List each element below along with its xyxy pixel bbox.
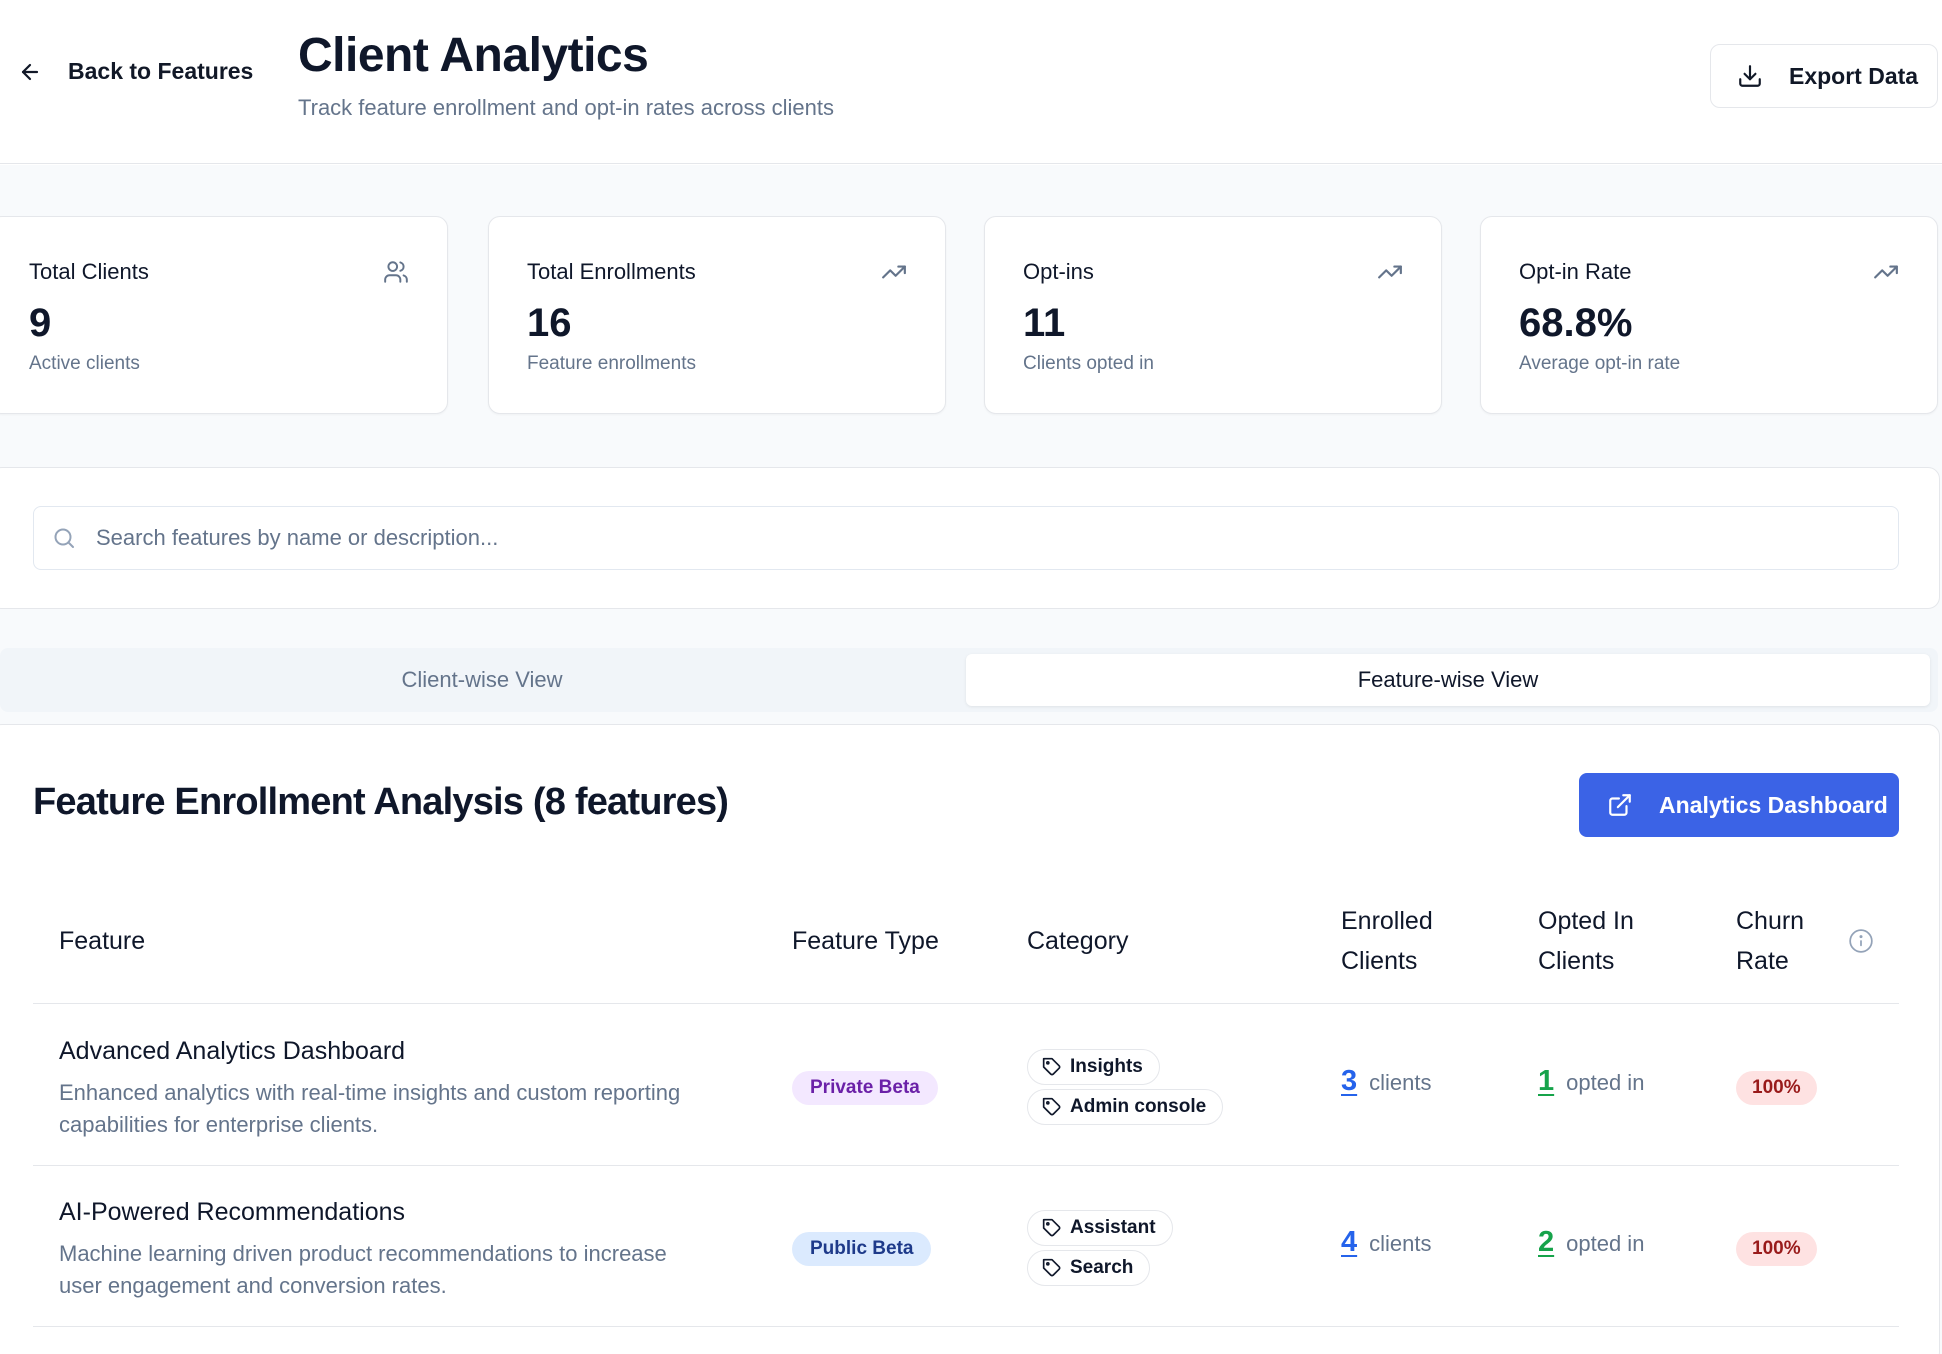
- view-tabs: Client-wise View Feature-wise View: [0, 648, 1938, 712]
- external-link-icon: [1609, 794, 1631, 816]
- churn-rate-badge: 100%: [1736, 1071, 1817, 1105]
- feature-description-line1: Enhanced analytics with real-time insigh…: [59, 1080, 681, 1105]
- header-enrolled-line1: Enrolled: [1341, 907, 1433, 935]
- stat-description: Average opt-in rate: [1519, 353, 1681, 374]
- feature-description: Machine learning driven product recommen…: [59, 1238, 759, 1302]
- header-churn-line2: Rate: [1736, 947, 1789, 975]
- feature-description-line2: capabilities for enterprise clients.: [59, 1112, 379, 1137]
- stat-label: Opt-in Rate: [1519, 259, 1632, 284]
- feature-name: AI-Powered Recommendations: [59, 1198, 405, 1226]
- stat-value: 16: [527, 301, 572, 345]
- page-header: Back to Features Client Analytics Track …: [0, 0, 1942, 164]
- row-divider: [33, 1326, 1899, 1327]
- header-feature-type: Feature Type: [792, 927, 939, 955]
- export-data-label: Export Data: [1789, 62, 1919, 89]
- stat-value: 9: [29, 301, 52, 345]
- analytics-dashboard-label: Analytics Dashboard: [1659, 791, 1888, 818]
- header-opted-line1: Opted In: [1538, 907, 1634, 935]
- stat-description: Feature enrollments: [527, 353, 696, 374]
- analytics-dashboard-button[interactable]: Analytics Dashboard: [1579, 773, 1899, 837]
- search-box[interactable]: [33, 506, 1899, 570]
- header-churn-line1: Churn: [1736, 907, 1805, 935]
- category-tag-label: Search: [1070, 1257, 1134, 1278]
- stat-label: Total Enrollments: [527, 259, 696, 284]
- feature-type-badge: Private Beta: [792, 1071, 938, 1105]
- stat-card-opt-in-rate: Opt-in Rate 68.8% Average opt-in rate: [1480, 216, 1938, 414]
- enrolled-count-unit: clients: [1369, 1231, 1432, 1256]
- stat-label: Total Clients: [29, 259, 149, 284]
- tag-icon: [1042, 1218, 1061, 1237]
- stat-card-opt-ins: Opt-ins 11 Clients opted in: [984, 216, 1442, 414]
- back-link-label: Back to Features: [68, 58, 254, 84]
- enrolled-count-unit: clients: [1369, 1070, 1432, 1095]
- feature-name: Advanced Analytics Dashboard: [59, 1037, 406, 1065]
- tag-icon: [1042, 1097, 1061, 1116]
- stat-label: Opt-ins: [1023, 259, 1094, 284]
- header-feature: Feature: [59, 927, 146, 955]
- search-input[interactable]: [96, 525, 1796, 551]
- page-subtitle: Track feature enrollment and opt-in rate…: [298, 95, 834, 120]
- header-category: Category: [1027, 927, 1129, 955]
- trending-up-icon: [1874, 265, 1898, 279]
- feature-description-line2: user engagement and conversion rates.: [59, 1273, 447, 1298]
- section-title: Feature Enrollment Analysis (8 features): [33, 781, 729, 823]
- category-tag: Insights: [1027, 1049, 1160, 1085]
- enrolled-count: 4 clients: [1341, 1226, 1432, 1259]
- header-opted-line2: Clients: [1538, 947, 1615, 975]
- stat-card-total-clients: Total Clients 9 Active clients: [0, 216, 448, 414]
- header-opted-in-clients: Opted In Clients: [1538, 901, 1634, 981]
- info-icon[interactable]: [1848, 928, 1874, 954]
- feature-type-badge: Public Beta: [792, 1232, 932, 1266]
- churn-rate-badge: 100%: [1736, 1232, 1817, 1266]
- opted-in-count-unit: opted in: [1566, 1231, 1645, 1256]
- header-churn-rate: Churn Rate: [1736, 901, 1804, 981]
- opted-in-count: 1 opted in: [1538, 1065, 1644, 1098]
- trending-up-icon: [1378, 265, 1402, 279]
- stat-value: 68.8%: [1519, 301, 1633, 345]
- opted-in-count-link[interactable]: 1: [1538, 1065, 1555, 1097]
- page-title: Client Analytics: [298, 29, 649, 82]
- search-icon: [54, 528, 74, 548]
- feature-description: Enhanced analytics with real-time insigh…: [59, 1077, 759, 1141]
- category-tag: Search: [1027, 1250, 1151, 1286]
- header-enrolled-line2: Clients: [1341, 947, 1418, 975]
- trending-up-icon: [882, 265, 906, 279]
- arrow-left-icon: [21, 63, 39, 80]
- category-tag-label: Insights: [1070, 1056, 1143, 1077]
- stat-description: Clients opted in: [1023, 353, 1154, 374]
- category-tag-label: Admin console: [1070, 1096, 1207, 1117]
- enrolled-count-link[interactable]: 4: [1341, 1226, 1358, 1258]
- users-icon: [384, 261, 408, 283]
- opted-in-count-unit: opted in: [1566, 1070, 1645, 1095]
- tab-feature-wise-view[interactable]: Feature-wise View: [966, 654, 1930, 706]
- download-icon: [1739, 65, 1761, 87]
- tag-icon: [1042, 1057, 1061, 1076]
- header-enrolled-clients: Enrolled Clients: [1341, 901, 1433, 981]
- feature-enrollment-card: Feature Enrollment Analysis (8 features)…: [0, 724, 1940, 1354]
- category-tag: Assistant: [1027, 1210, 1173, 1246]
- search-card: [0, 467, 1940, 609]
- back-to-features-link[interactable]: Back to Features: [18, 58, 253, 85]
- category-tag-label: Assistant: [1070, 1217, 1156, 1238]
- category-tag: Admin console: [1027, 1089, 1224, 1125]
- tab-client-wise-view[interactable]: Client-wise View: [401, 667, 563, 692]
- stat-description: Active clients: [29, 353, 140, 374]
- enrolled-count-link[interactable]: 3: [1341, 1065, 1358, 1097]
- table-header-divider: [33, 1003, 1899, 1004]
- export-data-button[interactable]: Export Data: [1710, 44, 1938, 108]
- feature-description-line1: Machine learning driven product recommen…: [59, 1241, 667, 1266]
- row-divider: [33, 1165, 1899, 1166]
- stat-card-total-enrollments: Total Enrollments 16 Feature enrollments: [488, 216, 946, 414]
- opted-in-count-link[interactable]: 2: [1538, 1226, 1555, 1258]
- stat-value: 11: [1023, 301, 1066, 345]
- enrolled-count: 3 clients: [1341, 1065, 1432, 1098]
- opted-in-count: 2 opted in: [1538, 1226, 1644, 1259]
- tag-icon: [1042, 1258, 1061, 1277]
